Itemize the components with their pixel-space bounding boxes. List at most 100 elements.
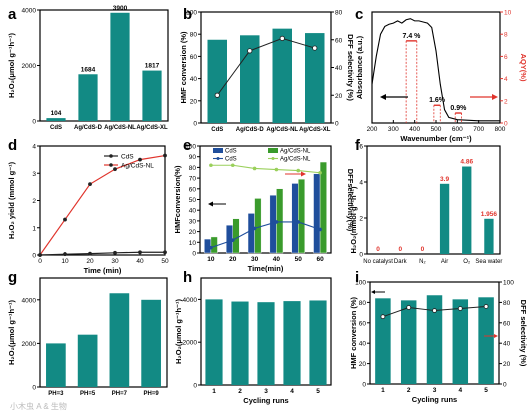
e-legend-swatch [268, 148, 278, 153]
e-selectivity-point [296, 220, 301, 224]
a-data-label: 104 [51, 110, 62, 117]
d-y-tick-label: 1 [32, 225, 36, 232]
h-category-label: 3 [264, 388, 268, 395]
d-y-tick-label: 0 [32, 253, 36, 260]
e-y-tick-label: 50 [189, 197, 197, 204]
e-legend-label: Ag/CdS-NL [280, 149, 311, 155]
d-series-point [163, 153, 167, 158]
e-legend-marker [271, 157, 275, 160]
panel-e: 0 10 20 30 40 50 60 70 80 90 100 HMFconversion(%) DF… [173, 144, 355, 274]
c-aqy-label: 0.9% [450, 105, 467, 112]
d-x-tick-label: 10 [61, 258, 69, 265]
d-x-tick-label: 50 [161, 258, 169, 265]
a-data-label: 1817 [145, 63, 160, 70]
e-category-label: 10 [207, 256, 215, 263]
g-y-tick-label: 2000 [22, 341, 37, 348]
c-y2-tick-label: 8 [504, 32, 508, 39]
e-y-tick-label: 30 [189, 218, 197, 225]
e-legend-label: CdS [225, 149, 237, 155]
a-bar [110, 12, 130, 121]
panel-label-b: b [183, 6, 192, 23]
e-xlabel: Time(min) [248, 264, 284, 273]
c-y2label: AQY(%) [519, 54, 528, 82]
e-legend-swatch [213, 148, 223, 153]
e-y-tick-label: 90 [189, 154, 197, 161]
c-x-tick-label: 200 [367, 126, 378, 133]
b-line-point [312, 45, 318, 51]
c-left-axis-arrowhead [380, 94, 386, 100]
d-x-tick-label: 40 [136, 258, 144, 265]
d-series-point [88, 182, 92, 187]
panel-label-e: e [183, 137, 191, 154]
h-bar [205, 299, 223, 385]
d-y-tick-label: 3 [32, 171, 36, 178]
b-category-label: CdS [211, 127, 223, 133]
panel-i: 0 20 40 60 80 100 0 20 40 60 80 100 HMF conversion (… [349, 280, 528, 405]
d-legend-marker [109, 154, 113, 158]
i-y-tick-label: 20 [359, 361, 367, 368]
e-left-axis-arrowhead [208, 201, 213, 207]
d-series-line [39, 251, 165, 256]
e-category-label: 30 [251, 256, 259, 263]
f-category-label: O₂ [463, 259, 471, 265]
d-series-point [138, 250, 142, 255]
d-series-point [88, 251, 92, 256]
i-y-tick-label: 0 [362, 382, 366, 389]
i-category-label: 4 [458, 387, 462, 394]
g-y-tick-label: 0 [32, 385, 36, 392]
e-right-axis-arrowhead [301, 171, 306, 177]
i-y2-tick-label: 0 [503, 382, 507, 389]
e-bar [254, 198, 262, 254]
e-selectivity-line [210, 221, 321, 249]
panel-g-frame [39, 277, 168, 388]
e-bar [319, 161, 327, 254]
e-legend-label: CdS [225, 157, 237, 163]
c-ylabel: Absorbance (a.u.) [355, 35, 364, 99]
e-bar [247, 213, 255, 254]
c-aqy-label: 7.4 % [403, 33, 422, 40]
c-y2-tick-label: 10 [504, 10, 512, 17]
d-series-point [138, 157, 142, 162]
e-y-tick-label: 20 [189, 229, 197, 236]
a-category-label: Ag/CdS-XL [136, 125, 168, 131]
c-y2-tick-label: 6 [504, 54, 508, 61]
i-right-axis-arrowhead [494, 334, 498, 338]
i-y-tick-label: 80 [359, 300, 367, 307]
f-bar [462, 166, 472, 254]
e-bar [298, 178, 306, 254]
b-line-point [214, 92, 220, 98]
i-bar [452, 299, 469, 384]
i-line-point [380, 314, 386, 320]
e-bar [291, 183, 299, 254]
h-bar [231, 301, 249, 385]
e-category-label: 20 [229, 256, 237, 263]
panel-d: 0 1 2 3 4 H₂O₂ yield (mmol g⁻¹) 0 10 20 30 40 50 Tim… [7, 144, 169, 276]
e-y-tick-label: 40 [189, 208, 197, 215]
b-ylabel: HMF conversion (%) [179, 31, 188, 104]
i-bar [400, 300, 417, 384]
panel-label-a: a [8, 6, 17, 23]
h-bar [309, 300, 327, 385]
e-selectivity-line [210, 164, 321, 174]
e-category-label: 50 [295, 256, 303, 263]
i-y2-tick-label: 100 [503, 280, 514, 287]
f-y-tick-label: 4 [359, 180, 363, 187]
d-series-point [163, 250, 167, 255]
a-category-label: Ag/CdS-NL [104, 125, 136, 131]
d-x-tick-label: 30 [111, 258, 119, 265]
h-ylabel: H₂O₂(μmol g⁻¹h⁻¹) [174, 299, 183, 364]
e-category-label: 60 [316, 256, 324, 263]
d-series-point [113, 250, 117, 255]
a-bar [142, 70, 162, 121]
f-data-label: 1.956 [481, 211, 498, 218]
e-bar [204, 238, 212, 254]
panel-f-frame [366, 145, 501, 255]
i-xlabel: Cycling runs [412, 395, 457, 404]
g-bar [109, 293, 130, 387]
i-category-label: 1 [381, 387, 385, 394]
a-data-label: 3900 [113, 5, 128, 12]
g-category-label: PH=3 [48, 391, 64, 397]
i-y2-tick-label: 80 [503, 300, 511, 307]
i-y-tick-label: 100 [355, 280, 366, 287]
h-bar [257, 302, 275, 385]
